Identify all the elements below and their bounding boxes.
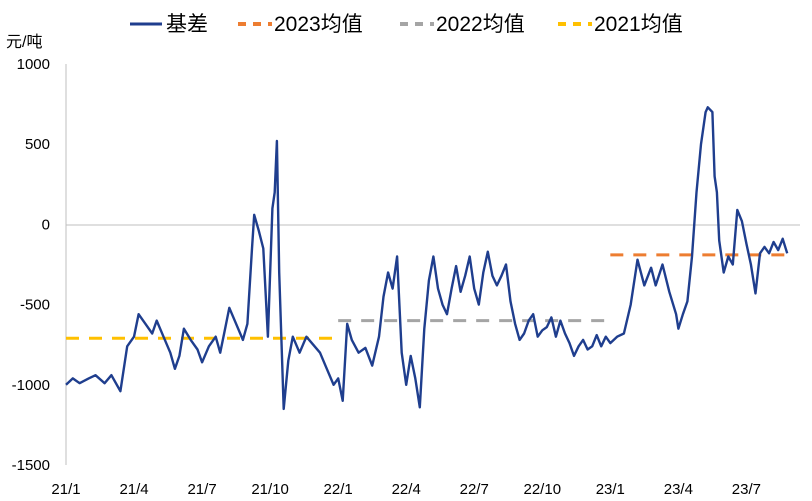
y-tick-label: -1000 xyxy=(12,377,50,394)
x-tick-label: 22/1 xyxy=(324,481,353,498)
x-tick-label: 23/4 xyxy=(664,481,693,498)
x-tick-label: 21/1 xyxy=(51,481,80,498)
x-tick-label: 21/10 xyxy=(251,481,289,498)
x-tick-labels: 21/1 21/4 21/7 21/10 22/1 22/4 22/7 22/10 23/1 23… xyxy=(51,481,761,498)
x-tick-label: 23/7 xyxy=(732,481,761,498)
legend-label-2021-mean: 2021均值 xyxy=(594,13,683,36)
y-tick-label: -500 xyxy=(20,297,50,314)
x-tick-label: 21/4 xyxy=(119,481,148,498)
y-tick-label: 500 xyxy=(25,136,50,153)
basis-series xyxy=(65,106,789,411)
x-tick-label: 22/7 xyxy=(460,481,489,498)
x-tick-label: 22/10 xyxy=(524,481,562,498)
legend-item-basis: 基差 xyxy=(130,13,208,36)
y-tick-label: -1500 xyxy=(12,457,50,474)
x-tick-label: 23/1 xyxy=(596,481,625,498)
y-axis-unit-label: 元/吨 xyxy=(6,33,42,51)
legend-label-2023-mean: 2023均值 xyxy=(274,13,363,36)
legend-item-2022-mean: 2022均值 xyxy=(400,13,525,36)
legend-item-2021-mean: 2021均值 xyxy=(558,13,683,36)
y-tick-labels: 1000 500 0 -500 -1000 -1500 xyxy=(12,56,50,474)
legend: 基差 2023均值 2022均值 2021均值 xyxy=(130,13,683,36)
basis-line xyxy=(65,106,789,411)
x-tick-label: 22/4 xyxy=(392,481,421,498)
y-tick-label: 0 xyxy=(42,216,50,233)
legend-label-basis: 基差 xyxy=(166,13,208,36)
legend-item-2023-mean: 2023均值 xyxy=(238,13,363,36)
y-tick-label: 1000 xyxy=(17,56,50,73)
x-tick-label: 21/7 xyxy=(187,481,216,498)
legend-label-2022-mean: 2022均值 xyxy=(436,13,525,36)
